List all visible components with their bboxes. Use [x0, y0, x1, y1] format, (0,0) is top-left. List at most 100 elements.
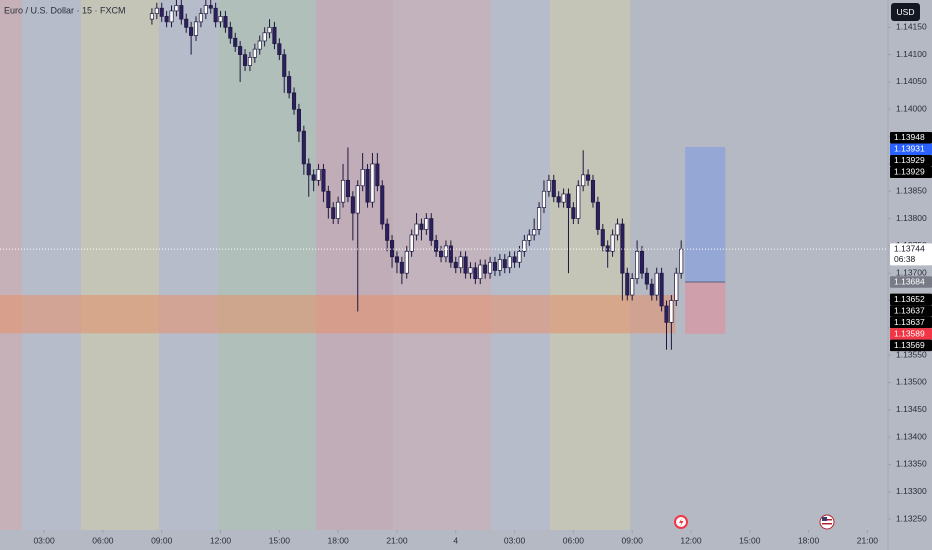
x-tick-label: 03:00: [33, 535, 55, 545]
candle-body: [448, 245, 453, 263]
candle-body: [659, 272, 664, 307]
y-tick-label: 1.13700: [896, 267, 927, 277]
currency-label[interactable]: USD: [897, 7, 915, 17]
session-band: [159, 0, 218, 530]
y-tick-label: 1.13800: [896, 213, 927, 223]
session-band: [316, 0, 393, 530]
y-tick-label: 1.14150: [896, 22, 927, 32]
candle-body: [620, 223, 625, 274]
candle-body: [282, 54, 287, 77]
candle-body: [399, 261, 404, 274]
candle-body: [424, 218, 429, 230]
candle-body: [439, 250, 444, 258]
session-bands: [0, 0, 630, 530]
candle-body: [507, 256, 512, 269]
candle-body: [537, 207, 542, 230]
candle-body: [512, 256, 517, 263]
candle-body: [527, 234, 532, 241]
candle-body: [669, 300, 674, 323]
candle-body: [546, 179, 551, 192]
flag-stripe[interactable]: [822, 523, 832, 525]
candle-body: [291, 92, 297, 110]
candle-body: [267, 26, 272, 34]
x-tick-label: 12:00: [680, 535, 702, 545]
price-label: 1.13929: [894, 167, 925, 177]
x-tick-label: 09:00: [151, 535, 173, 545]
candle-body: [198, 13, 203, 23]
candle-body: [571, 207, 576, 219]
candle-body: [233, 37, 238, 47]
candle-body: [350, 196, 355, 214]
candle-body: [635, 250, 640, 280]
price-label-box: [890, 316, 932, 329]
candle-body: [561, 193, 566, 203]
candle-body: [434, 240, 439, 252]
candle-body: [213, 7, 218, 23]
candle-body: [551, 179, 556, 198]
candle-body: [463, 256, 468, 274]
x-tick-label: 09:00: [622, 535, 644, 545]
candle-body: [316, 169, 321, 181]
candle-body: [242, 54, 248, 66]
session-band: [81, 0, 159, 530]
price-label-box: [890, 305, 932, 317]
x-tick-label: 15:00: [269, 535, 291, 545]
price-label-box: [890, 131, 932, 144]
event-icon-bolt[interactable]: [679, 518, 684, 527]
price-label: 1.13652: [894, 294, 925, 304]
price-label: 1.13931: [894, 144, 925, 154]
x-tick-label: 4: [453, 535, 458, 545]
candle-body: [615, 223, 620, 236]
candle-body: [238, 46, 243, 55]
candle-body: [404, 250, 409, 274]
candle-body: [556, 196, 561, 203]
candle-body: [679, 248, 684, 274]
candle-body: [468, 267, 473, 274]
candle-body: [331, 207, 336, 219]
candle-body: [429, 218, 434, 241]
y-tick-label: 1.13450: [896, 404, 927, 414]
candle-body: [208, 5, 213, 9]
x-tick-label: 15:00: [739, 535, 761, 545]
y-tick-label: 1.13350: [896, 459, 927, 469]
candle-body: [581, 174, 586, 187]
candle-body: [654, 272, 659, 296]
candle-body: [478, 264, 483, 280]
candle-body: [321, 169, 326, 192]
currency-button[interactable]: [891, 3, 920, 21]
candle-body: [473, 267, 478, 280]
x-tick-label: 03:00: [504, 535, 526, 545]
candle-body: [174, 5, 179, 12]
flag-canton[interactable]: [822, 517, 827, 521]
candle-body: [370, 163, 375, 203]
price-label-box: [890, 328, 932, 340]
event-icon[interactable]: [674, 515, 688, 529]
candle-body: [340, 179, 346, 203]
candle-body: [497, 259, 502, 271]
candle-body: [394, 256, 400, 263]
candle-body: [409, 234, 414, 252]
candle-body: [223, 16, 228, 28]
candle-body: [630, 278, 635, 296]
supply-zone: [0, 295, 676, 334]
y-tick-label: 1.13400: [896, 431, 927, 441]
y-tick-label: 1.14100: [896, 49, 927, 59]
candle-body: [184, 18, 189, 28]
x-tick-label: 18:00: [798, 535, 820, 545]
candle-body: [277, 43, 282, 55]
candle-body: [306, 163, 311, 176]
candle-body: [390, 240, 395, 258]
y-tick-label: 1.13300: [896, 486, 927, 496]
y-tick-label: 1.14000: [896, 104, 927, 114]
candle-body: [541, 190, 547, 208]
candle-body: [576, 185, 581, 219]
flag-icon[interactable]: [819, 514, 835, 530]
price-label-box: [890, 154, 932, 167]
candle-body: [272, 26, 277, 45]
candle-body: [228, 26, 233, 39]
candle-body: [189, 26, 194, 36]
candle-body: [336, 201, 341, 219]
candle-body: [644, 272, 649, 285]
